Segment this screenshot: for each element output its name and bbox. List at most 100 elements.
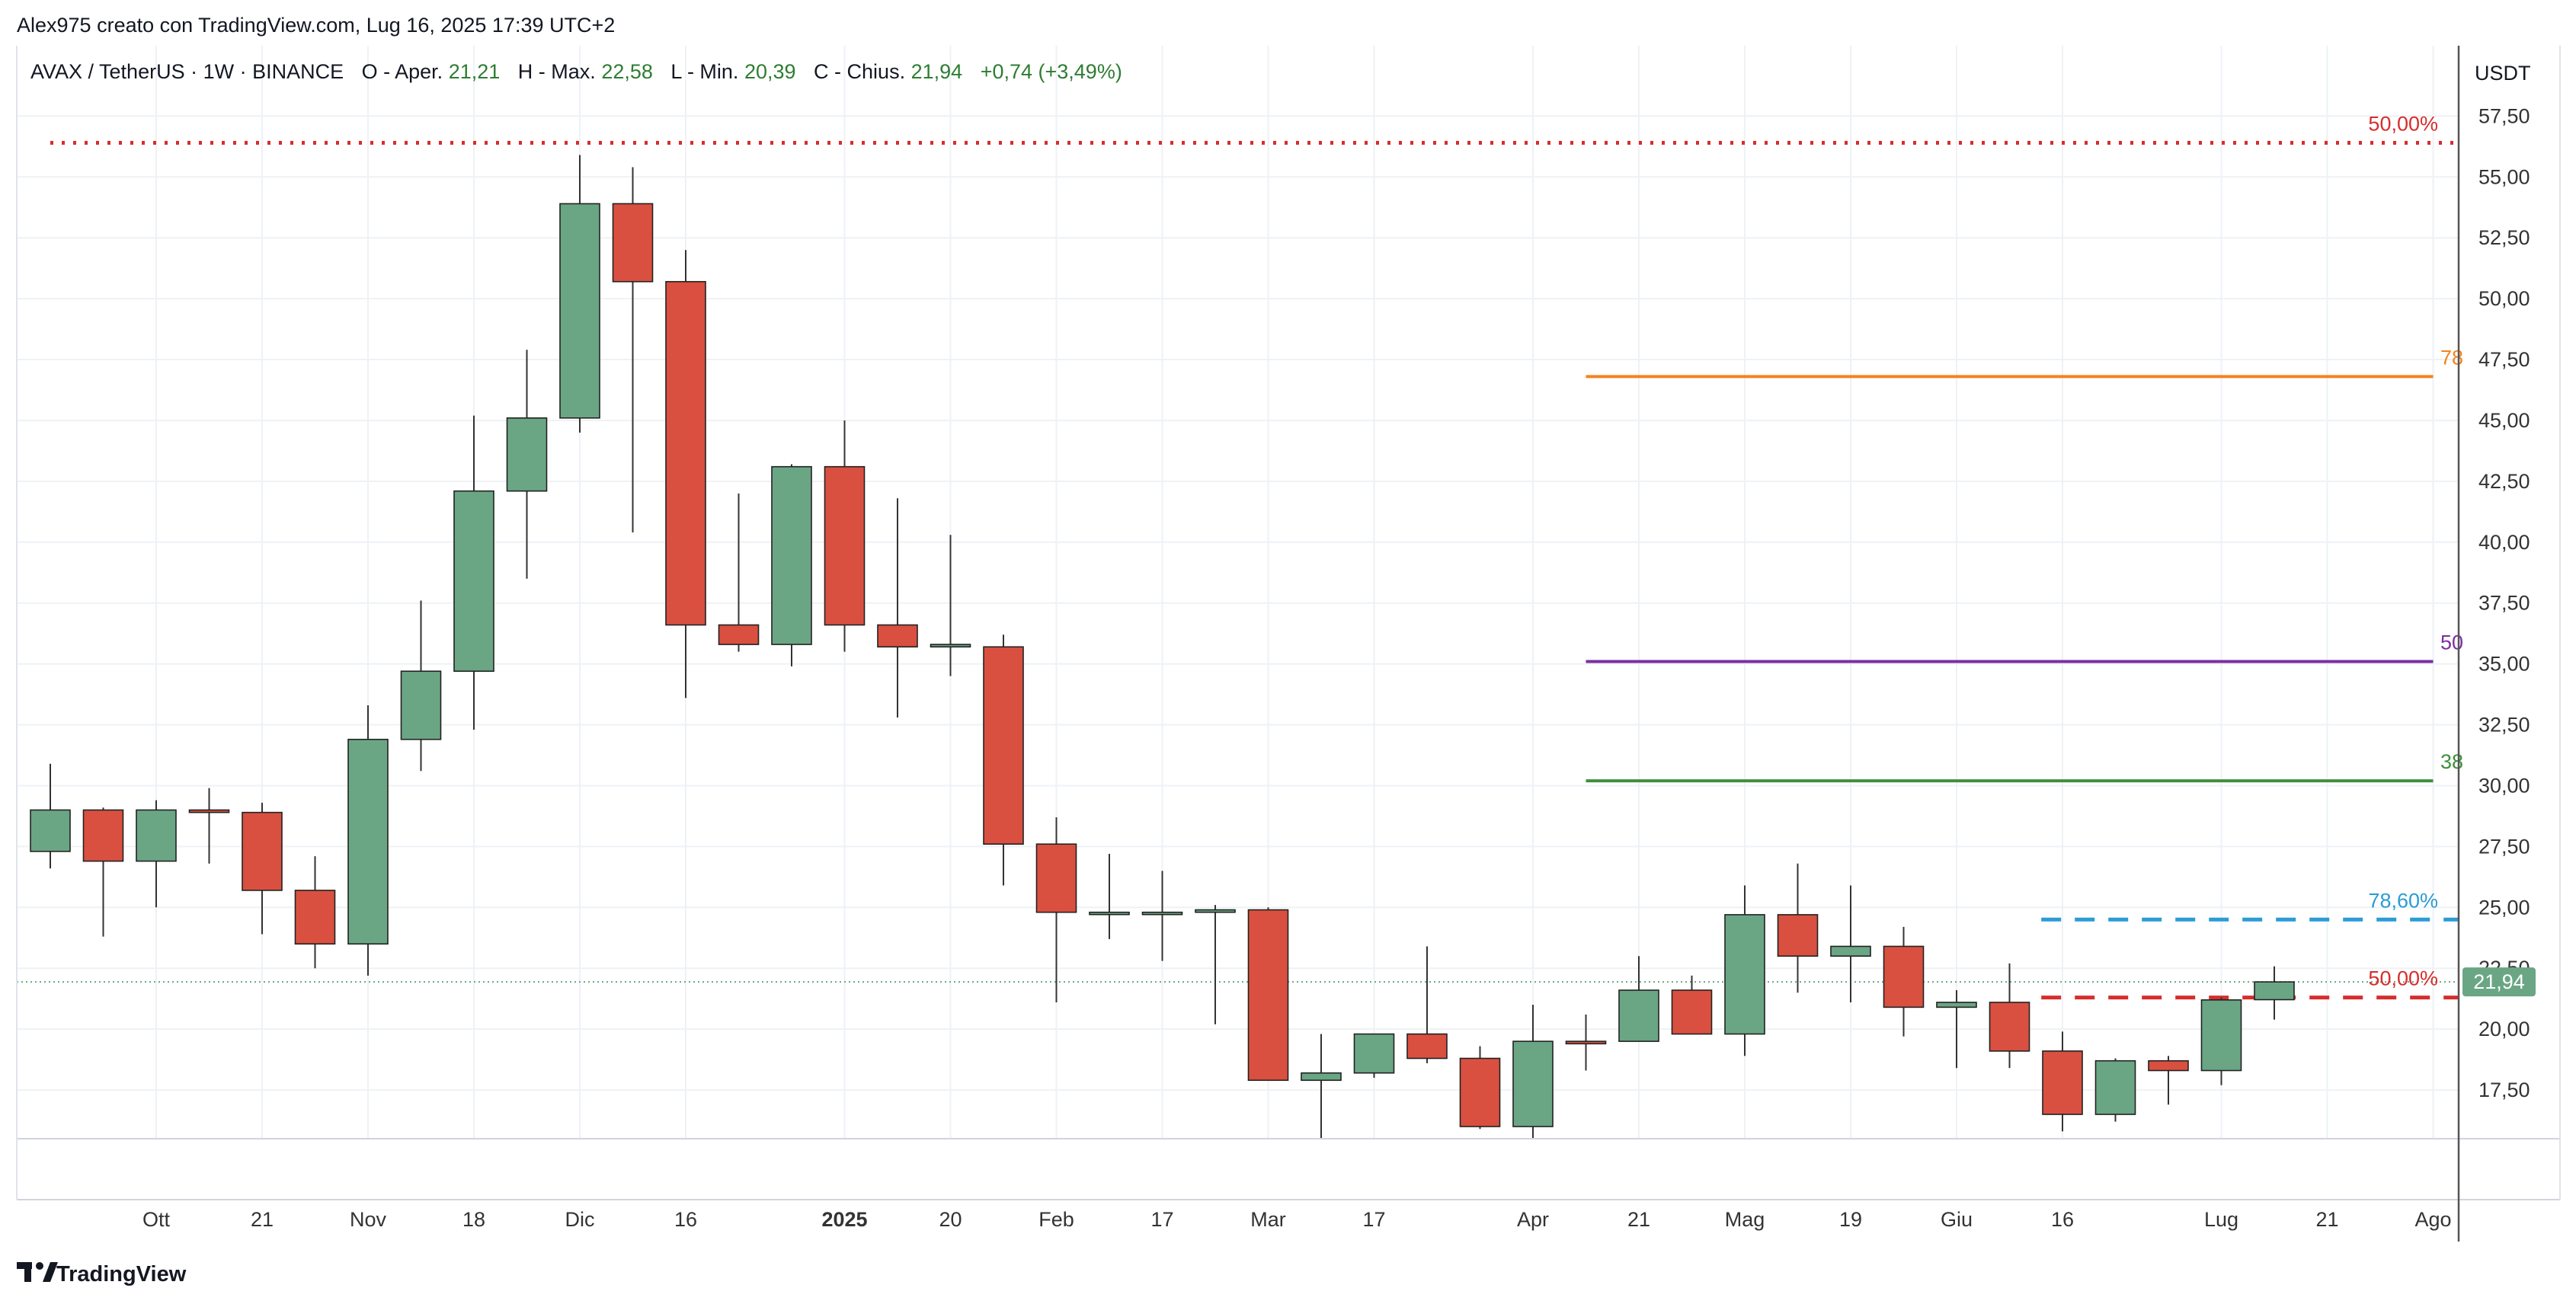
candle-body-up — [1724, 914, 1765, 1035]
candle-body-up — [1618, 989, 1659, 1042]
candle — [294, 856, 336, 969]
candle — [665, 250, 706, 698]
candle-body-down — [877, 624, 918, 648]
candle — [453, 415, 494, 730]
candle — [2200, 997, 2242, 1085]
candle — [2094, 1058, 2136, 1122]
candle-body-down — [718, 624, 760, 645]
y-tick-label: 35,00 — [2478, 653, 2530, 676]
candle-body-up — [2254, 981, 2295, 1001]
fib-levels: 50,00% 78 50 38 78,60% 50,00% — [17, 113, 2463, 1000]
x-tick-label: 21 — [251, 1208, 274, 1231]
candle — [1830, 885, 1871, 1002]
candle — [1035, 817, 1077, 1002]
candle — [2148, 1056, 2189, 1105]
x-tick-label: 16 — [674, 1208, 697, 1231]
x-tick-label: 19 — [1839, 1208, 1862, 1231]
level-label-fib-50-purple: 50 — [2440, 631, 2463, 654]
candle-body-down — [824, 465, 866, 626]
candle — [1459, 1046, 1501, 1130]
tradingview-logo-icon — [17, 1262, 58, 1282]
candle — [188, 788, 230, 864]
legend-close-label: C - Chius. — [814, 60, 905, 83]
candle — [1512, 1005, 1554, 1139]
candle-body-up — [1936, 1002, 1977, 1008]
candle-body-up — [30, 809, 71, 852]
candle — [136, 800, 177, 908]
candle-body-up — [453, 490, 494, 673]
candle-body-up — [1141, 911, 1183, 916]
x-tick-label: Ott — [142, 1208, 171, 1231]
candle-body-up — [400, 670, 442, 740]
candle — [1141, 871, 1183, 961]
candle — [2042, 1031, 2083, 1132]
candle — [771, 464, 812, 666]
x-tick-label: 21 — [1627, 1208, 1650, 1231]
candle — [612, 167, 654, 533]
candle-body-down — [665, 280, 706, 626]
candle-body-up — [930, 644, 971, 648]
candle-body-down — [2148, 1060, 2189, 1072]
candle-body-up — [771, 465, 812, 645]
candle — [1353, 1033, 1395, 1079]
level-label-fib-50-top: 50,00% — [2368, 113, 2438, 136]
candle — [559, 155, 600, 433]
candle-body-up — [506, 417, 548, 492]
y-tick-label: 17,50 — [2478, 1079, 2530, 1101]
level-label-fib-78-blue: 78,60% — [2368, 889, 2438, 912]
y-tick-label: 27,50 — [2478, 835, 2530, 858]
candle-body-down — [983, 646, 1024, 845]
currency-label: USDT — [2475, 62, 2531, 85]
x-tick-label: Mag — [1725, 1208, 1765, 1231]
candle — [506, 350, 548, 579]
y-tick-label: 57,50 — [2478, 104, 2530, 127]
candle — [824, 420, 866, 652]
y-tick-label: 42,50 — [2478, 470, 2530, 493]
level-label-fib-38-green: 38 — [2440, 750, 2463, 773]
candle-body-down — [2042, 1050, 2083, 1115]
legend-low-value: 20,39 — [744, 60, 796, 83]
level-label-fib-50-red-low: 50,00% — [2368, 967, 2438, 990]
candle-body-up — [1301, 1072, 1342, 1082]
candle — [1936, 990, 1977, 1069]
x-tick-label: 2025 — [821, 1208, 867, 1231]
y-tick-label: 32,50 — [2478, 714, 2530, 737]
candle — [242, 802, 283, 935]
candle-body-down — [1989, 1002, 2030, 1052]
candle-body-up — [1353, 1033, 1395, 1074]
candle — [930, 535, 971, 676]
candle — [1671, 975, 1713, 1035]
candle-body-up — [1089, 911, 1130, 916]
candle-body-down — [1671, 989, 1713, 1035]
candle-body-up — [1195, 909, 1236, 913]
candle-body-down — [82, 809, 124, 862]
candle-body-down — [1035, 843, 1077, 913]
y-tick-label: 40,00 — [2478, 531, 2530, 554]
candle — [1301, 1034, 1342, 1139]
y-tick-label: 47,50 — [2478, 348, 2530, 371]
candle — [1089, 853, 1130, 939]
y-tick-label: 52,50 — [2478, 226, 2530, 249]
candle — [1724, 885, 1765, 1056]
candle-body-down — [1406, 1033, 1448, 1060]
x-tick-label: 18 — [462, 1208, 485, 1231]
candle-body-down — [1247, 909, 1289, 1082]
x-tick-label: 17 — [1150, 1208, 1173, 1231]
candle — [877, 498, 918, 718]
candle-body-down — [1883, 945, 1925, 1008]
legend-change: +0,74 (+3,49%) — [981, 60, 1122, 83]
x-tick-label: Apr — [1517, 1208, 1549, 1231]
y-tick-label: 37,50 — [2478, 592, 2530, 615]
candle-body-up — [1830, 945, 1871, 957]
y-tick-label: 45,00 — [2478, 409, 2530, 432]
y-tick-label: 20,00 — [2478, 1018, 2530, 1040]
candle-body-down — [1777, 914, 1819, 957]
candle — [1195, 905, 1236, 1024]
tradingview-brand-text: TradingView — [56, 1262, 187, 1286]
candle-body-up — [347, 738, 389, 945]
legend-symbol: AVAX / TetherUS · 1W · BINANCE — [30, 60, 344, 83]
current-price-label: 21,94 — [2473, 970, 2525, 993]
candle — [30, 763, 71, 869]
